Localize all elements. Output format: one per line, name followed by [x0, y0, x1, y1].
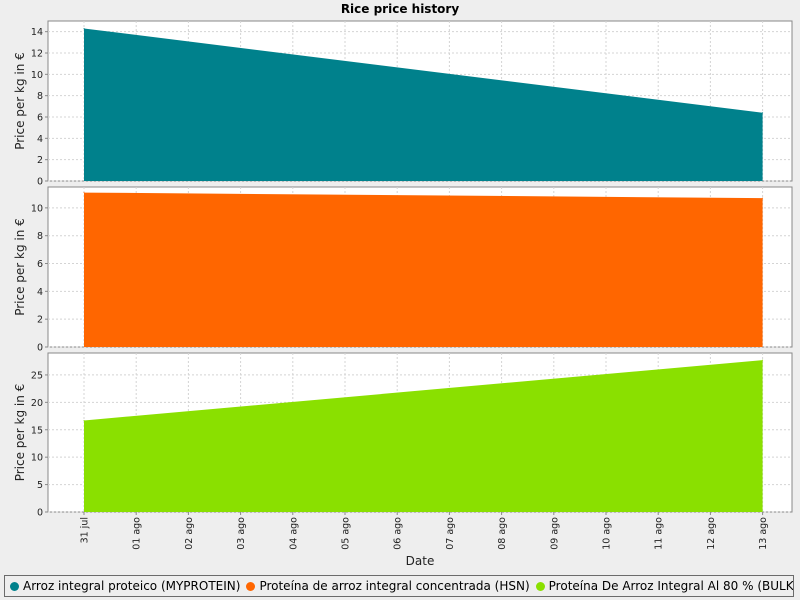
legend-swatch-icon — [10, 581, 19, 591]
chart-legend: Arroz integral proteico (MYPROTEIN) Prote… — [4, 575, 794, 597]
x-tick-label: 10 ago — [602, 517, 613, 550]
x-tick-label: 13 ago — [758, 517, 769, 550]
legend-item-1: Arroz integral proteico (MYPROTEIN) — [10, 579, 240, 593]
y-tick-label: 12 — [31, 49, 43, 60]
chart-title: Rice price history — [341, 2, 460, 16]
y-tick-label: 20 — [31, 398, 43, 409]
y-tick-label: 15 — [31, 425, 43, 436]
x-tick-label: 05 ago — [341, 517, 352, 550]
y-tick-label: 4 — [37, 287, 43, 298]
panel-3: 0 5 10 15 20 25 Price per kg in € — [13, 352, 793, 519]
legend-label: Proteína De Arroz Integral Al 80 % (BULK… — [548, 579, 794, 593]
y-tick-label: 2 — [37, 315, 43, 326]
y-axis-label-1: Price per kg in € — [13, 52, 27, 150]
y-tick-label: 25 — [31, 370, 43, 381]
y-axis-label-2: Price per kg in € — [13, 218, 27, 316]
y-tick-label: 0 — [37, 177, 43, 188]
x-tick-label: 03 ago — [236, 517, 247, 550]
y-tick-label: 8 — [37, 91, 43, 102]
y-tick-label: 6 — [37, 259, 43, 270]
y-tick-label: 6 — [37, 113, 43, 124]
panel-1: 0 2 4 6 8 10 12 14 Price per kg in € — [13, 20, 793, 188]
x-axis-label: Date — [406, 554, 435, 568]
legend-label: Proteína de arroz integral concentrada (… — [259, 579, 530, 593]
y-tick-label: 10 — [31, 453, 43, 464]
x-tick-label: 06 ago — [393, 517, 404, 550]
y-tick-label: 5 — [37, 480, 43, 491]
y-tick-label: 0 — [37, 508, 43, 519]
x-tick-label: 01 ago — [132, 517, 143, 550]
series-point-1 — [762, 112, 764, 114]
x-tick-label: 11 ago — [654, 517, 665, 550]
y-tick-label: 2 — [37, 155, 43, 166]
series-point-3 — [83, 419, 85, 421]
chart-panels: 0 2 4 6 8 10 12 14 Price per kg in € 0 2 4 6 8 10 Price… — [13, 20, 793, 519]
x-tick-label: 12 ago — [706, 517, 717, 550]
series-area-3 — [84, 360, 763, 512]
panel-2: 0 2 4 6 8 10 Price per kg in € — [13, 186, 793, 354]
series-point-3 — [762, 359, 764, 361]
legend-swatch-icon — [535, 581, 545, 591]
y-tick-label: 4 — [37, 134, 43, 145]
y-axis-label-3: Price per kg in € — [13, 384, 27, 482]
x-tick-label: 08 ago — [497, 517, 508, 550]
x-tick-label: 07 ago — [445, 517, 456, 550]
series-area-2 — [84, 192, 763, 347]
legend-label: Arroz integral proteico (MYPROTEIN) — [23, 579, 241, 593]
series-area-1 — [84, 28, 763, 181]
y-tick-label: 14 — [31, 27, 43, 38]
legend-item-2: Proteína de arroz integral concentrada (… — [246, 579, 530, 593]
x-tick-label: 31 jul — [80, 517, 91, 543]
y-tick-label: 0 — [37, 343, 43, 354]
x-axis: 31 jul 01 ago 02 ago 03 ago 04 ago 05 ago 06 a… — [80, 512, 769, 550]
y-tick-label: 10 — [31, 70, 43, 81]
chart-canvas: Rice price history 0 2 4 6 8 10 12 14 Price per … — [13, 2, 793, 568]
x-tick-label: 09 ago — [549, 517, 560, 550]
series-point-1 — [83, 27, 85, 29]
x-tick-label: 04 ago — [288, 517, 299, 550]
series-point-2 — [762, 197, 764, 199]
y-tick-label: 10 — [31, 203, 43, 214]
series-point-2 — [83, 192, 85, 194]
x-tick-label: 02 ago — [184, 517, 195, 550]
legend-swatch-icon — [246, 581, 256, 591]
legend-item-3: Proteína De Arroz Integral Al 80 % (BULK… — [535, 579, 794, 593]
y-tick-label: 8 — [37, 231, 43, 242]
